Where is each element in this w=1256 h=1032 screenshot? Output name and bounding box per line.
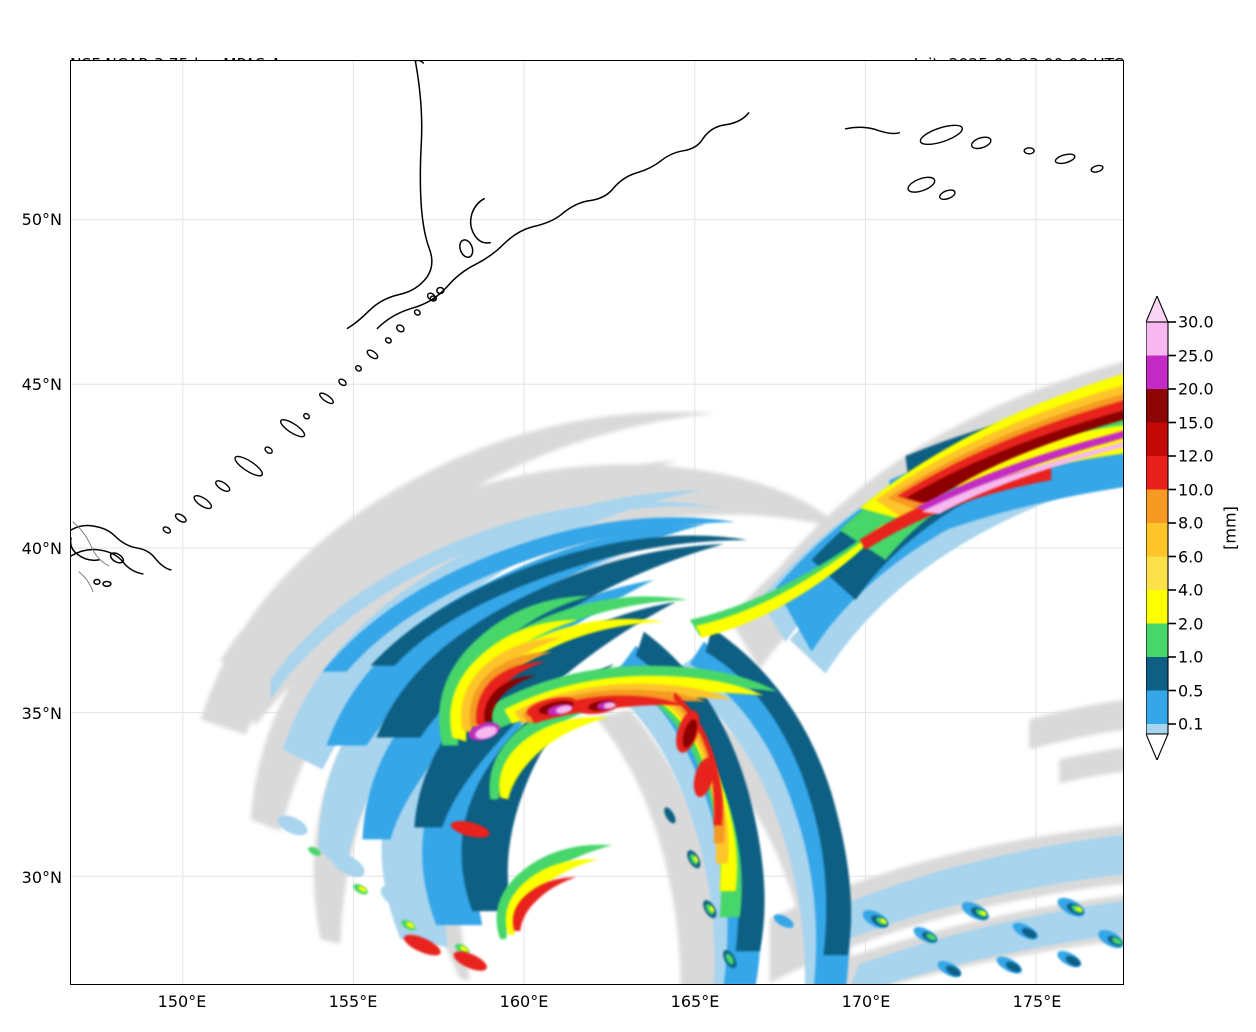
cbar-tick-05: 0.5	[1178, 681, 1204, 700]
ytick-label-45n: 45°N	[21, 375, 62, 394]
xtick-label-165e: 165°E	[670, 992, 720, 1011]
coastline-overlay	[71, 61, 1104, 593]
map-plot-area	[70, 60, 1124, 985]
precip-band-red	[403, 400, 1123, 971]
cbar-tick-1: 1.0	[1178, 647, 1204, 667]
xtick-label-155e: 155°E	[328, 992, 378, 1011]
xtick-label-150e: 150°E	[157, 992, 207, 1011]
cbar-tick-6: 6.0	[1178, 547, 1204, 566]
cbar-tick-01: 0.1	[1178, 714, 1204, 734]
colorbar: 30.0 25.0 20.0 15.0 12.0 10.0 8.0 6.0 4.…	[1146, 296, 1256, 760]
precipitation-map	[71, 61, 1123, 984]
colorbar-swatches	[1146, 296, 1176, 760]
precip-band-extreme	[468, 430, 1123, 741]
cbar-tick-20: 20.0	[1178, 379, 1214, 399]
ytick-label-40n: 40°N	[21, 539, 62, 558]
cbar-tick-25: 25.0	[1178, 346, 1214, 365]
ytick-label-30n: 30°N	[21, 868, 62, 887]
ytick-label-35n: 35°N	[21, 704, 62, 723]
colorbar-unit-label: [mm]	[1220, 506, 1240, 550]
xtick-label-170e: 170°E	[841, 992, 891, 1011]
xtick-label-160e: 160°E	[499, 992, 549, 1011]
cbar-tick-8: 8.0	[1178, 513, 1204, 533]
ytick-label-50n: 50°N	[21, 210, 62, 229]
cbar-tick-12: 12.0	[1178, 446, 1214, 466]
cbar-tick-15: 15.0	[1178, 413, 1214, 432]
cbar-tick-4: 4.0	[1178, 580, 1204, 600]
xtick-label-175e: 175°E	[1012, 992, 1062, 1011]
cbar-tick-10: 10.0	[1178, 480, 1214, 499]
cbar-tick-30: 30.0	[1178, 312, 1214, 332]
cbar-tick-2: 2.0	[1178, 614, 1204, 633]
